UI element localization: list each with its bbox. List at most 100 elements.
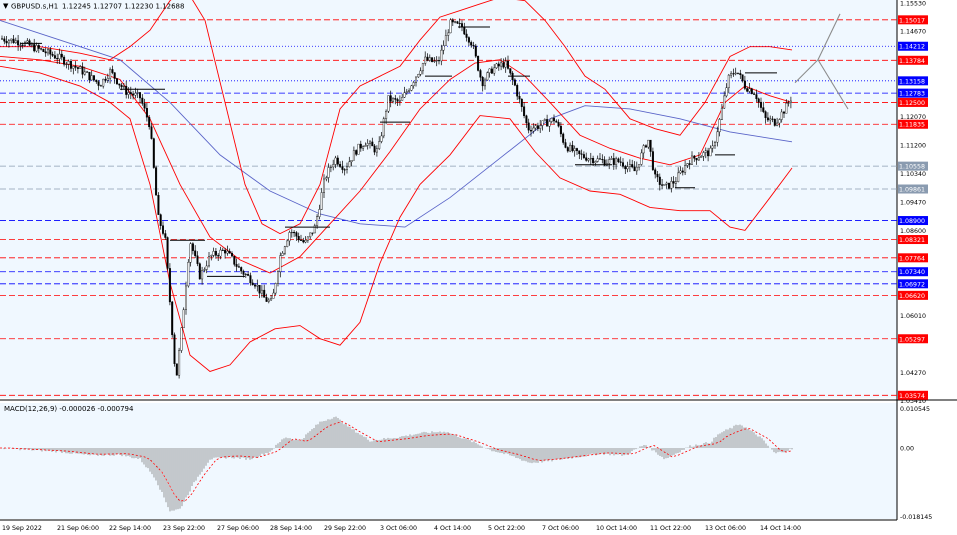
level-label: 1.05297	[899, 336, 925, 343]
candle-body	[534, 125, 537, 129]
candle-body	[507, 60, 510, 69]
candle-body	[727, 74, 730, 88]
candle-body	[230, 253, 233, 257]
candle-body	[564, 142, 567, 148]
candle-body	[26, 40, 29, 43]
candle-body	[555, 120, 558, 123]
candle-body	[479, 70, 482, 78]
candle-body	[746, 88, 749, 92]
candle-body	[210, 255, 213, 257]
candle-body	[440, 49, 443, 62]
candle-body	[649, 139, 652, 152]
level-label: 1.08321	[899, 237, 925, 244]
candle-body	[442, 45, 445, 51]
candle-body	[382, 118, 385, 137]
candle-body	[138, 92, 141, 99]
price-tick-label: 1.12070	[900, 114, 926, 121]
candle-body	[306, 236, 309, 241]
candle-body	[134, 92, 137, 96]
level-label-box	[898, 97, 928, 107]
candle-body	[104, 78, 107, 81]
candle-body	[125, 85, 128, 95]
level-label-box	[898, 279, 928, 289]
candle-body	[35, 45, 38, 52]
candle-body	[249, 275, 252, 284]
candle-body	[771, 118, 774, 120]
level-label: 1.13784	[899, 58, 925, 65]
candle-body	[509, 68, 512, 74]
candle-body	[212, 251, 215, 256]
candle-body	[737, 72, 740, 74]
candle-body	[63, 56, 66, 65]
bollinger-upper-band[interactable]	[0, 0, 793, 235]
collapse-triangle-icon[interactable]: ▼	[3, 2, 9, 10]
macd-label: MACD(12,26,9) -0.000026 -0.000794	[4, 405, 134, 413]
candle-body	[628, 164, 631, 167]
candle-body	[221, 249, 224, 251]
projection-arrow[interactable]	[817, 13, 841, 61]
candle-body	[352, 150, 355, 161]
level-label-box	[898, 88, 928, 98]
time-tick-label: 28 Sep 14:00	[270, 525, 312, 532]
candle-body	[474, 45, 477, 57]
candle-body	[21, 44, 24, 46]
candle-body	[617, 158, 620, 163]
candle-body	[53, 55, 56, 59]
candle-body	[601, 159, 604, 161]
candle-body	[580, 153, 583, 155]
candle-body	[714, 142, 717, 147]
bollinger-lower-band[interactable]	[0, 65, 793, 372]
candle-body	[504, 60, 507, 68]
macd-tick-label: 0.010545	[900, 406, 930, 413]
candle-body	[90, 75, 93, 81]
candle-body	[127, 92, 130, 95]
candle-body	[723, 95, 726, 109]
time-tick-label: 3 Oct 06:00	[380, 525, 417, 532]
candle-body	[168, 268, 171, 303]
candle-body	[684, 165, 687, 173]
bollinger-middle-band[interactable]	[0, 56, 793, 274]
macd-signal-line[interactable]	[0, 421, 793, 502]
level-label-box	[898, 253, 928, 263]
candle-body	[599, 158, 602, 160]
candle-body	[141, 97, 144, 104]
candle-body	[513, 79, 516, 86]
candle-body	[242, 270, 245, 275]
level-label-box	[898, 55, 928, 65]
candle-body	[196, 255, 199, 264]
candle-body	[184, 285, 187, 310]
candle-body	[454, 21, 457, 23]
candle-body	[263, 289, 266, 298]
candle-body	[585, 157, 588, 161]
moving-average-line[interactable]	[0, 19, 793, 228]
candle-body	[136, 92, 139, 94]
candle-body	[143, 103, 146, 109]
candle-body	[518, 95, 521, 100]
candle-body	[700, 156, 703, 158]
candle-body	[366, 143, 369, 146]
candle-body	[463, 26, 466, 35]
price-tick-label: 1.04270	[900, 370, 926, 377]
candle-body	[681, 170, 684, 173]
candle-body	[316, 216, 319, 226]
candle-body	[665, 182, 668, 185]
price-tick-label: 1.14670	[900, 29, 926, 36]
candle-body	[12, 38, 15, 44]
candle-body	[546, 119, 549, 127]
projection-arrow[interactable]	[817, 59, 849, 110]
candle-body	[672, 181, 675, 184]
candle-body	[536, 125, 539, 129]
projection-arrow[interactable]	[794, 59, 819, 84]
candle-body	[410, 85, 413, 91]
candle-body	[624, 166, 627, 170]
candle-body	[323, 178, 326, 193]
candle-body	[44, 51, 47, 54]
candle-body	[159, 214, 162, 226]
level-label-box	[898, 184, 928, 194]
candle-body	[444, 35, 447, 46]
candle-body	[424, 56, 427, 64]
candle-body	[253, 284, 256, 287]
candle-body	[157, 195, 160, 215]
